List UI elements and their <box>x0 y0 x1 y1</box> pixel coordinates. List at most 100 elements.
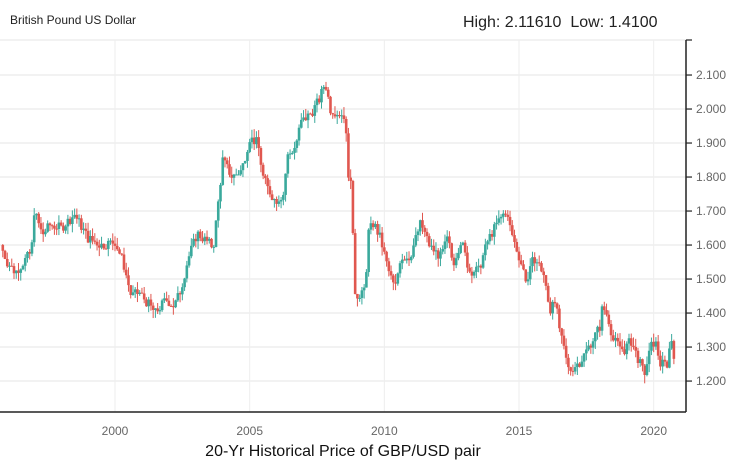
candle-body <box>620 346 624 350</box>
candle <box>571 364 575 377</box>
candle <box>185 260 189 283</box>
candle-body <box>524 269 528 282</box>
candle <box>174 299 177 309</box>
candle <box>230 166 234 184</box>
candle-body <box>315 98 319 106</box>
candle-body <box>73 214 76 218</box>
candle <box>216 199 220 228</box>
candle-body <box>526 279 530 282</box>
candle <box>416 229 420 242</box>
candle-body <box>329 96 332 114</box>
candle-body <box>178 293 182 295</box>
candle-body <box>317 98 321 103</box>
candle <box>528 258 532 286</box>
candle-body <box>589 345 593 348</box>
candle <box>517 246 521 268</box>
candle-body <box>308 113 312 115</box>
candle <box>611 329 615 342</box>
candle <box>308 112 312 115</box>
candle-body <box>284 173 287 195</box>
candle-body <box>44 231 47 235</box>
candle <box>472 270 476 279</box>
candle <box>645 356 649 377</box>
candle-body <box>89 236 92 243</box>
candle <box>48 222 52 232</box>
candle <box>97 239 101 257</box>
candle <box>380 227 384 256</box>
candle-body <box>124 269 128 276</box>
candle-body <box>360 290 364 298</box>
candle <box>490 230 494 241</box>
candle <box>252 129 256 150</box>
candle <box>531 251 534 273</box>
candle <box>270 190 274 201</box>
candle-body <box>629 338 633 346</box>
candle <box>616 333 620 346</box>
candle <box>44 228 47 237</box>
candle-body <box>558 308 561 329</box>
candle <box>358 294 361 302</box>
candle <box>398 260 402 278</box>
candle <box>553 297 557 308</box>
candle-body <box>257 137 260 148</box>
candle <box>555 302 559 315</box>
candle <box>578 362 581 368</box>
candle-body <box>270 194 274 201</box>
candle-body <box>457 252 460 259</box>
candle <box>430 238 433 251</box>
candle <box>362 284 366 299</box>
candle-body <box>495 222 498 225</box>
candle <box>535 258 539 271</box>
candle <box>326 87 330 99</box>
candle-body <box>129 285 133 296</box>
candle-body <box>133 289 137 293</box>
candle-body <box>183 278 186 288</box>
y-tick-label: 2.000 <box>696 102 726 116</box>
y-tick-label: 1.600 <box>696 238 726 252</box>
axes: 1.200 1.300 1.400 1.500 1.600 1.700 1.800 1.900… <box>0 39 726 438</box>
candle <box>261 162 265 180</box>
candle-body <box>291 152 294 154</box>
candle <box>120 253 124 256</box>
candle <box>115 237 119 252</box>
candle <box>351 179 355 235</box>
candle-body <box>580 361 584 367</box>
candle <box>625 341 629 360</box>
candle-body <box>398 263 402 274</box>
candle-body <box>86 230 90 243</box>
candle-body <box>324 86 328 90</box>
y-tick-label: 1.400 <box>696 306 726 320</box>
chart-title: British Pound US Dollar <box>10 13 137 27</box>
candle <box>573 361 577 375</box>
candle <box>634 338 638 358</box>
candle-body <box>425 231 429 237</box>
y-tick-label: 1.700 <box>696 204 726 218</box>
candle <box>77 214 81 227</box>
candle <box>618 333 622 355</box>
candle-body <box>169 305 173 307</box>
candle-body <box>26 251 29 259</box>
candle-body <box>338 114 341 117</box>
candle-body <box>160 300 164 311</box>
candle-body <box>488 234 492 242</box>
candle-body <box>656 341 660 356</box>
candle-body <box>252 137 256 145</box>
candle <box>302 110 305 122</box>
candle <box>562 329 566 350</box>
candle-body <box>100 243 103 248</box>
candle <box>461 241 465 246</box>
candle-body <box>147 299 150 307</box>
candle <box>598 319 602 338</box>
candle-body <box>158 310 162 312</box>
candle-body <box>392 275 395 283</box>
candle <box>329 95 332 116</box>
candle <box>636 347 640 368</box>
candle <box>582 353 586 367</box>
candle-body <box>131 292 135 296</box>
candle-body <box>387 261 391 272</box>
candle-body <box>106 240 110 249</box>
y-tick-label: 1.300 <box>696 340 726 354</box>
candle <box>133 287 137 298</box>
candle-body <box>23 258 27 266</box>
candle <box>147 296 150 313</box>
